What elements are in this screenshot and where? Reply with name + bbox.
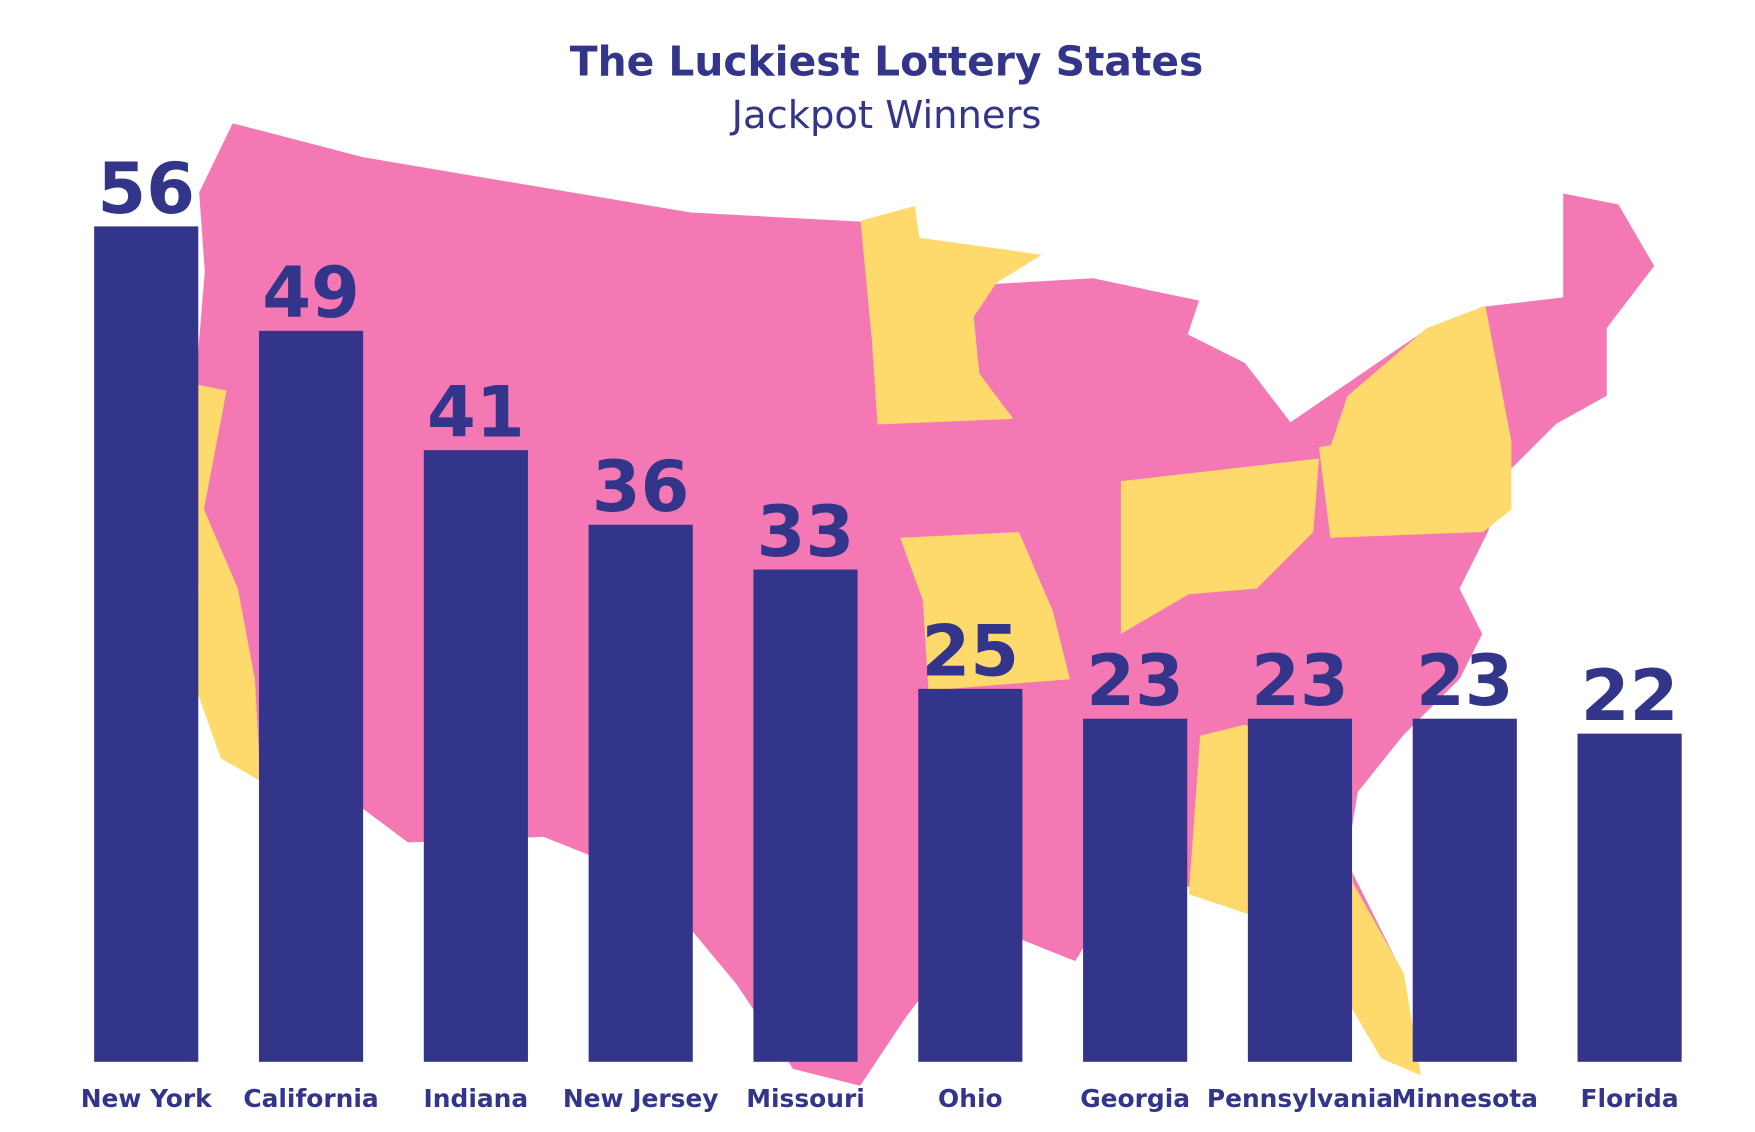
value-label: 56 (97, 148, 195, 230)
x-tick-label: Ohio (938, 1084, 1003, 1113)
bar (588, 524, 693, 1062)
x-tick-label: Georgia (1080, 1084, 1190, 1113)
map-highlight (1120, 458, 1319, 634)
value-label: 23 (1416, 640, 1514, 722)
bar (1577, 733, 1682, 1062)
x-tick-label: Pennsylvania (1207, 1084, 1393, 1113)
x-tick-label: New Jersey (563, 1084, 719, 1113)
chart-subtitle: Jackpot Winners (730, 93, 1042, 138)
chart-title: The Luckiest Lottery States (570, 38, 1204, 86)
x-tick-label: Missouri (746, 1084, 865, 1113)
value-label: 41 (427, 372, 525, 454)
value-label: 36 (592, 446, 690, 528)
map-highlight (192, 384, 261, 782)
value-label: 33 (757, 491, 855, 573)
value-label: 49 (262, 252, 360, 334)
value-label: 25 (921, 610, 1019, 692)
map-highlight (1318, 305, 1512, 538)
x-tick-label: Indiana (424, 1084, 529, 1113)
bar (1247, 718, 1353, 1062)
bar (753, 569, 858, 1062)
bar (94, 226, 199, 1062)
bar (918, 688, 1023, 1062)
value-label: 23 (1086, 640, 1184, 722)
bar (258, 330, 364, 1062)
map-highlight (900, 532, 1070, 691)
bar (1412, 718, 1517, 1062)
map-highlight (860, 206, 1042, 425)
value-label: 22 (1581, 655, 1679, 737)
value-label: 23 (1251, 640, 1349, 722)
x-tick-label: Minnesota (1392, 1084, 1538, 1113)
x-tick-label: New York (81, 1084, 213, 1113)
bar (423, 450, 528, 1062)
x-tick-label: California (243, 1084, 378, 1113)
bar (1083, 718, 1188, 1062)
x-tick-label: Florida (1581, 1084, 1679, 1113)
